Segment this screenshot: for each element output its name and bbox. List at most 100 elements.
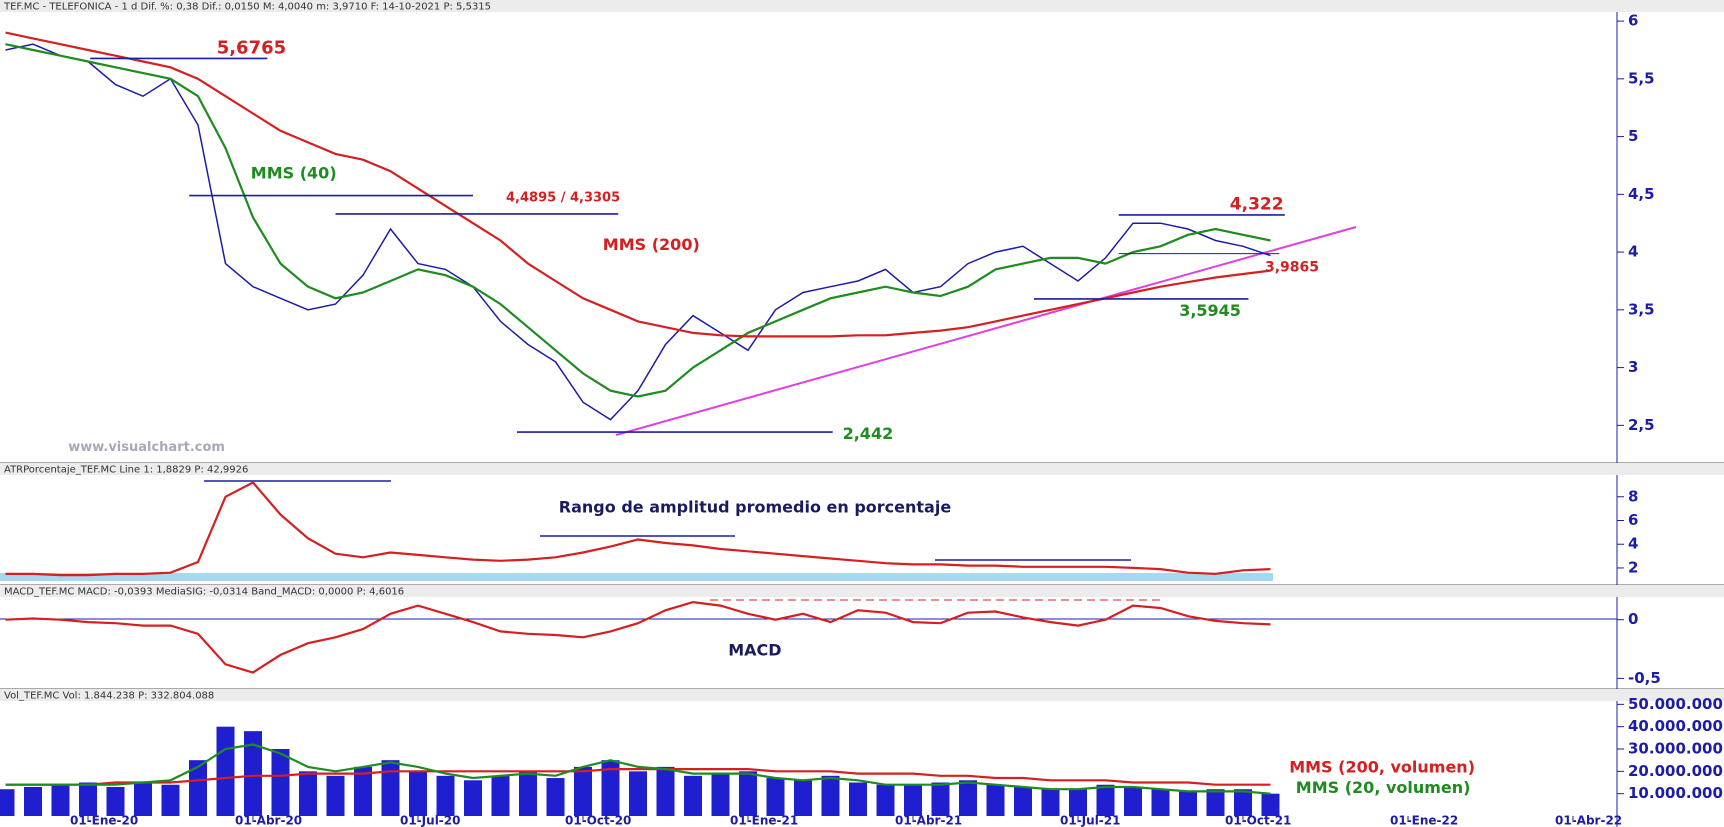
volume-bar xyxy=(161,784,180,816)
x-tick-label: 01-Oct-20 xyxy=(565,814,631,827)
volume-bar xyxy=(189,760,207,816)
y-tick-label: 8 xyxy=(1628,487,1638,505)
annotation: 4,322 xyxy=(1230,195,1284,215)
y-tick-label: 40.000.000 xyxy=(1628,717,1723,735)
volume-bar xyxy=(711,773,730,816)
volume-bar xyxy=(134,782,152,816)
panel-header xyxy=(0,0,1724,12)
volume-bar xyxy=(1041,789,1060,816)
volume-bar xyxy=(959,780,977,816)
x-tick-label: 01-Ene-20 xyxy=(70,814,138,827)
volume-bar xyxy=(794,780,812,816)
volume-bar xyxy=(849,782,867,816)
volume-bar xyxy=(739,771,757,816)
x-tick-label: 01-Jul-20 xyxy=(400,814,460,827)
annotation: Rango de amplitud promedio en porcentaje xyxy=(559,498,952,517)
volume-bar xyxy=(656,766,675,816)
x-tick-label: 01-Abr-22 xyxy=(1555,814,1622,827)
volume-bar xyxy=(381,760,400,816)
volume-bar xyxy=(986,784,1005,816)
y-tick-label: 20.000.000 xyxy=(1628,762,1723,780)
x-tick-label: 01-Jul-21 xyxy=(1060,814,1120,827)
volume-bar xyxy=(1124,786,1142,816)
annotation: www.visualchart.com xyxy=(68,440,225,455)
annotation: 2,442 xyxy=(843,424,894,443)
y-tick-label: 4,5 xyxy=(1628,185,1655,203)
volume-bar xyxy=(79,782,97,816)
volume-bar xyxy=(931,782,950,816)
volume-bar xyxy=(904,784,922,816)
y-tick-label: 4 xyxy=(1628,243,1638,261)
annotation: 3,9865 xyxy=(1265,259,1319,275)
volume-bar xyxy=(409,771,427,816)
volume-bar xyxy=(1069,789,1087,816)
panel-header xyxy=(0,689,1724,701)
band xyxy=(0,573,1273,581)
panel-header xyxy=(0,463,1724,475)
series-label: MMS (200) xyxy=(603,235,700,254)
panel-header xyxy=(0,585,1724,597)
y-tick-label: 4 xyxy=(1628,535,1638,553)
y-tick-label: 10.000.000 xyxy=(1628,784,1723,802)
x-tick-label: 01-Oct-21 xyxy=(1225,814,1291,827)
x-tick-label: 01-Ene-22 xyxy=(1390,814,1458,827)
volume-bar xyxy=(491,775,510,816)
series-line xyxy=(5,43,1271,421)
y-tick-label: 5 xyxy=(1628,127,1638,145)
volume-bar xyxy=(1206,789,1225,816)
series-line xyxy=(5,31,1271,338)
panel-header-text: ATRPorcentaje_TEF.MC Line 1: 1,8829 P: 4… xyxy=(4,465,248,476)
y-tick-label: 3 xyxy=(1628,358,1638,376)
annotation: 3,5945 xyxy=(1179,301,1241,320)
panel-header-text: MACD_TEF.MC MACD: -0,0393 MediaSIG: -0,0… xyxy=(4,587,404,598)
x-tick-label: 01-Ene-21 xyxy=(730,814,798,827)
panel-header-text: Vol_TEF.MC Vol: 1.844.238 P: 332.804.088 xyxy=(4,691,214,702)
series-line xyxy=(5,43,1271,398)
volume-bar xyxy=(51,784,70,816)
volume-bar xyxy=(24,786,42,816)
y-tick-label: 5,5 xyxy=(1628,69,1655,87)
x-tick-label: 01-Abr-20 xyxy=(235,814,302,827)
volume-bar xyxy=(629,771,647,816)
volume-bar xyxy=(106,786,125,816)
volume-bar xyxy=(1234,789,1252,816)
volume-bar xyxy=(1014,786,1032,816)
volume-bar xyxy=(546,778,565,816)
y-tick-label: 50.000.000 xyxy=(1628,695,1723,713)
volume-bar xyxy=(0,789,15,816)
volume-bar xyxy=(354,766,372,816)
series-line xyxy=(5,768,1271,786)
y-tick-label: -0,5 xyxy=(1628,669,1661,687)
volume-bar xyxy=(436,775,455,816)
y-tick-label: 3,5 xyxy=(1628,300,1655,318)
volume-bar xyxy=(821,775,840,816)
volume-bar xyxy=(1096,784,1115,816)
y-tick-label: 0 xyxy=(1628,610,1638,628)
series-label: MMS (40) xyxy=(251,163,337,182)
volume-bar xyxy=(766,778,785,816)
volume-bar xyxy=(1151,789,1170,816)
series-label: MACD xyxy=(728,641,781,660)
y-tick-label: 2 xyxy=(1628,558,1638,576)
volume-bar xyxy=(244,731,262,816)
series-line xyxy=(5,743,1271,795)
volume-bar xyxy=(574,766,592,816)
series-label: MMS (200, volumen) xyxy=(1289,757,1475,776)
volume-bar xyxy=(876,784,895,816)
volume-bar xyxy=(684,775,702,816)
volume-bar xyxy=(1179,791,1197,816)
volume-bar xyxy=(216,726,235,816)
annotation: 5,6765 xyxy=(217,37,286,58)
series-label: MMS (20, volumen) xyxy=(1296,778,1471,797)
volume-bar xyxy=(299,771,317,816)
y-tick-label: 2,5 xyxy=(1628,416,1655,434)
annotation: 4,4895 / 4,3305 xyxy=(506,191,620,206)
volume-bar xyxy=(464,780,482,816)
volume-bar xyxy=(326,775,345,816)
volume-bar xyxy=(271,749,290,816)
panel-header-text: TEF.MC - TELEFONICA - 1 d Dif. %: 0,38 D… xyxy=(3,2,491,13)
y-tick-label: 6 xyxy=(1628,12,1638,30)
x-tick-label: 01-Abr-21 xyxy=(895,814,962,827)
